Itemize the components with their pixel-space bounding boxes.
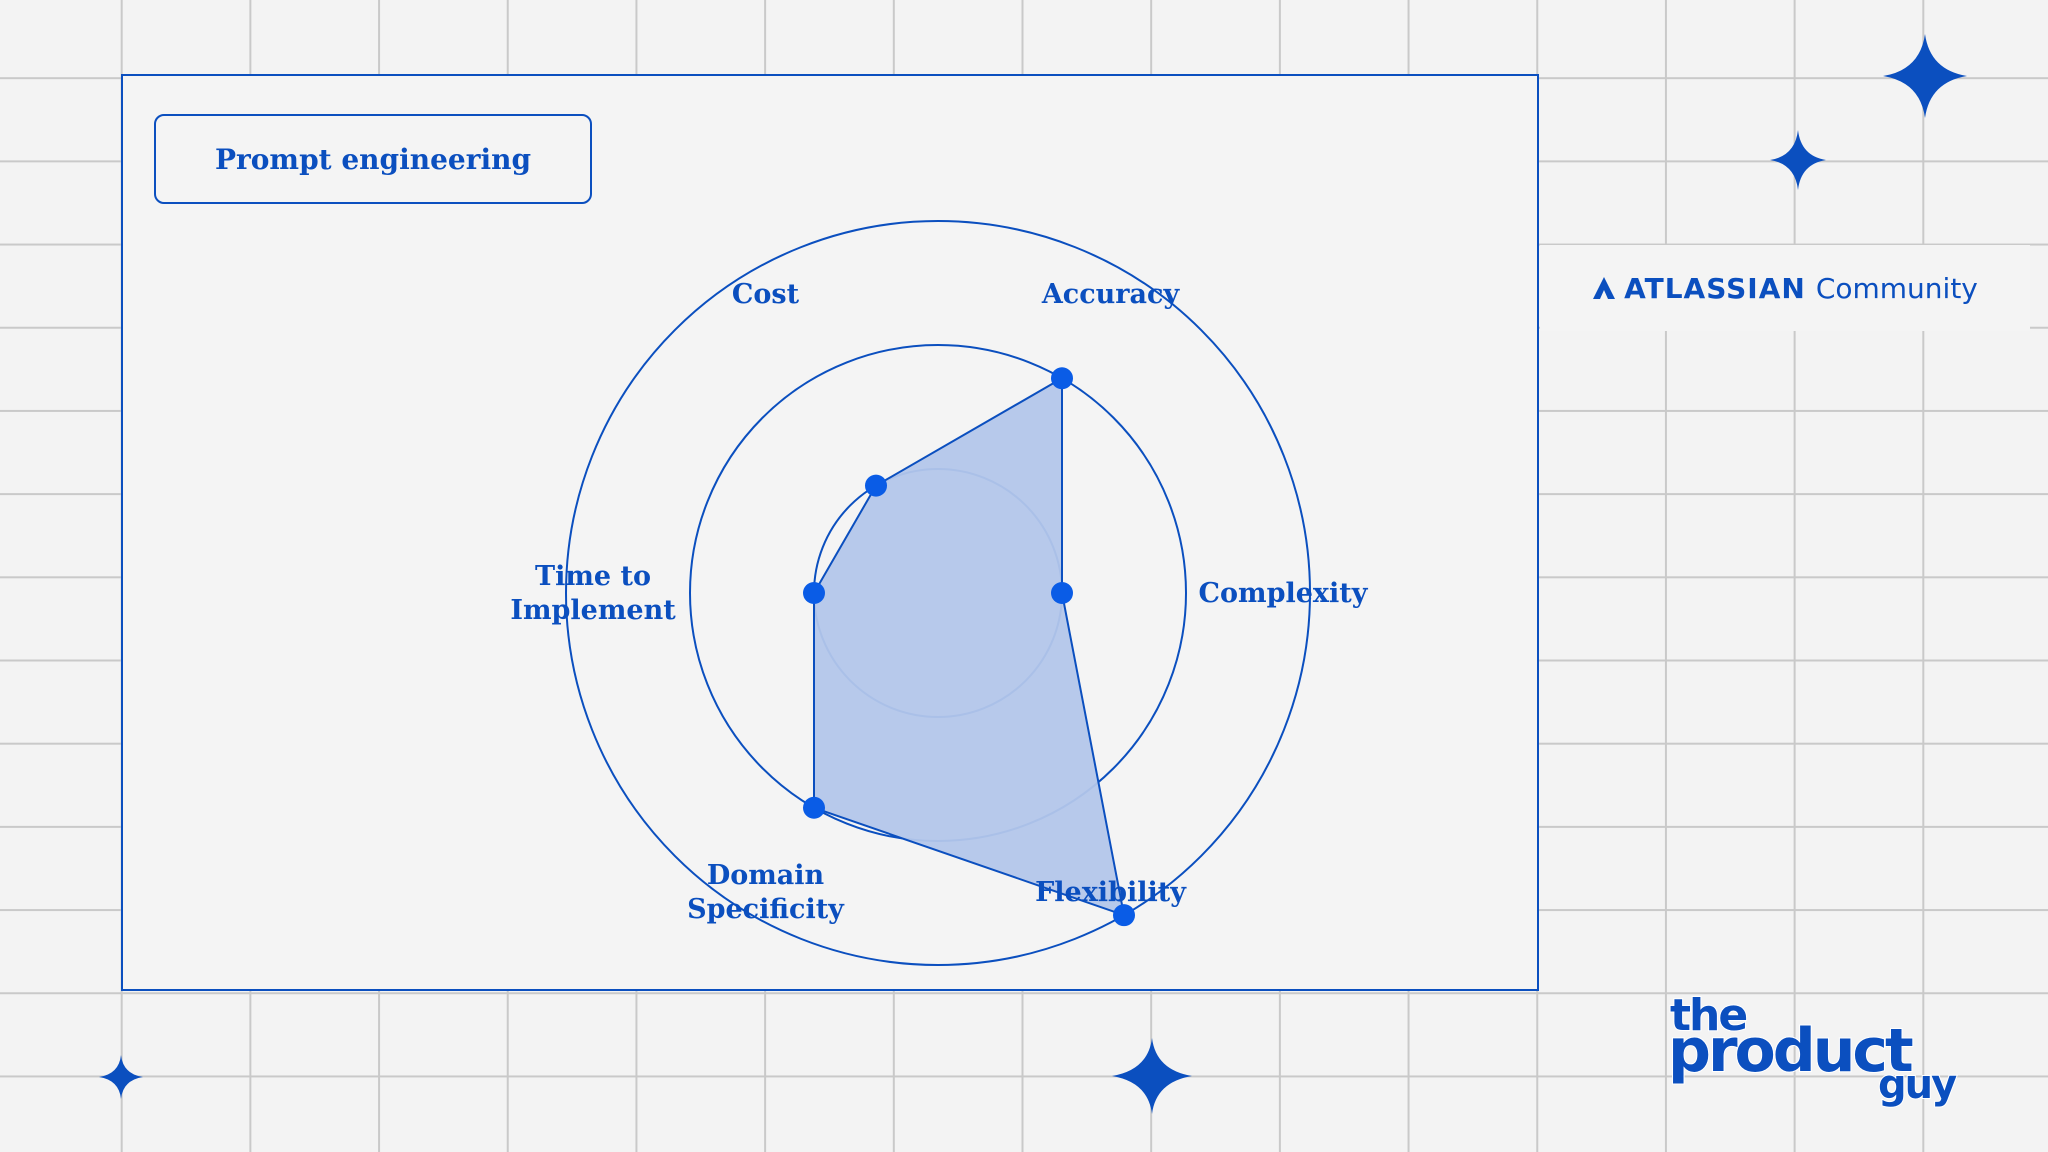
axis-label-flexibility: Flexibility [1035,877,1187,908]
radar-point-accuracy [1051,367,1073,390]
logo-line-1: the [1669,989,1749,1042]
axis-label-domain-specificity: Domain Specificity [687,860,845,925]
the-product-guy-logo: the product guy [1667,989,1958,1120]
chart-title-box: Prompt engineering [154,114,592,204]
axis-label-time-to-implement: Time to Implement [510,561,676,626]
radar-point-flexibility [1113,904,1135,927]
brand-suffix: Community [1815,271,1978,305]
chart-title: Prompt engineering [214,142,532,176]
logo-line-3: guy [1877,1061,1958,1109]
radar-point-cost [865,474,887,497]
radar-axis-labels: Accuracy Complexity Flexibility Domain Speci… [510,279,1368,925]
radar-points [803,367,1135,927]
atlassian-community-brand: ATLASSIAN Community [1540,245,2030,331]
axis-label-accuracy: Accuracy [1041,279,1181,310]
axis-label-cost: Cost [732,279,800,310]
radar-ring-3 [565,220,1311,966]
radar-point-domain-specificity [803,796,825,819]
brand-name: ATLASSIAN [1624,271,1806,305]
atlassian-logo-icon [1593,277,1616,299]
radar-point-complexity [1051,582,1073,604]
axis-label-complexity: Complexity [1199,578,1369,609]
radar-area [813,376,1126,917]
logo-line-2: product [1667,1015,1915,1087]
radar-point-time-to-implement [803,582,825,604]
